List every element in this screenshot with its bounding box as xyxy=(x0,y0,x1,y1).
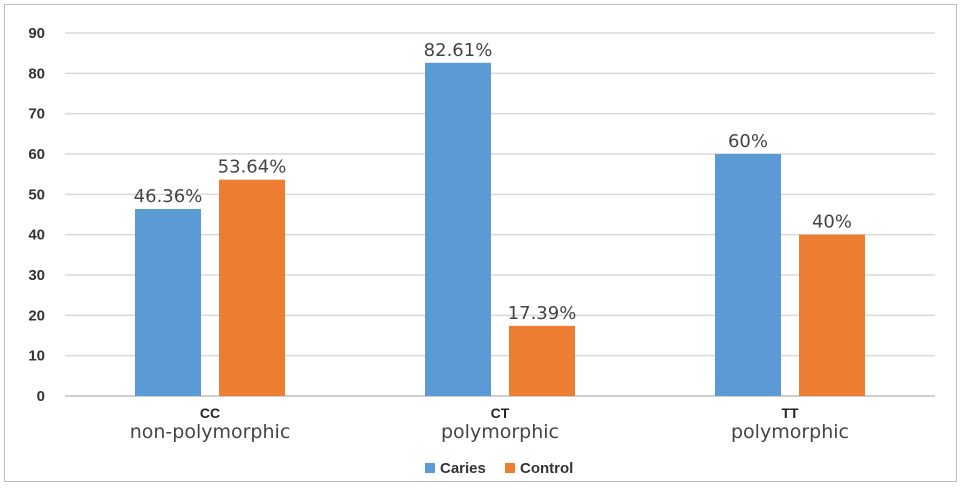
data-label-caries-tt: 60% xyxy=(728,131,768,152)
y-tick-label: 90 xyxy=(28,25,45,42)
bar-chart: 0 10 20 30 40 50 60 70 80 90 46.36% 53.64% 82.61% 17… xyxy=(28,25,935,477)
x-category-desc: polymorphic xyxy=(441,421,559,443)
y-tick-label: 70 xyxy=(28,106,45,123)
x-axis: CCnon-polymorphicCTpolymorphicTTpolymorp… xyxy=(130,405,849,443)
data-label-caries-cc: 46.36% xyxy=(134,186,203,207)
bar-control-ct xyxy=(509,325,575,396)
legend-swatch-control xyxy=(505,463,515,473)
gridlines xyxy=(65,32,935,397)
data-label-control-ct: 17.39% xyxy=(508,303,577,324)
bars xyxy=(135,62,865,396)
chart-frame: 0 10 20 30 40 50 60 70 80 90 46.36% 53.64% 82.61% 17… xyxy=(4,4,957,482)
y-axis: 0 10 20 30 40 50 60 70 80 90 xyxy=(28,25,45,405)
y-tick-label: 30 xyxy=(28,267,45,284)
data-label-control-cc: 53.64% xyxy=(218,157,287,178)
y-tick-label: 0 xyxy=(37,388,45,405)
y-tick-label: 50 xyxy=(28,186,45,203)
x-category-desc: polymorphic xyxy=(731,421,849,443)
legend: Caries Control xyxy=(425,460,573,477)
y-tick-label: 60 xyxy=(28,146,45,163)
legend-label-caries: Caries xyxy=(440,460,486,477)
x-category-desc: non-polymorphic xyxy=(130,421,291,443)
y-tick-label: 20 xyxy=(28,307,45,324)
bar-control-tt xyxy=(799,234,865,396)
x-category-code: CT xyxy=(491,405,510,421)
data-label-control-tt: 40% xyxy=(812,212,852,233)
x-category-code: TT xyxy=(781,405,799,421)
data-labels: 46.36% 53.64% 82.61% 17.39% 60% 40% xyxy=(134,40,852,324)
legend-label-control: Control xyxy=(520,460,573,477)
data-label-caries-ct: 82.61% xyxy=(424,40,493,61)
bar-caries-cc xyxy=(135,209,201,396)
x-category-code: CC xyxy=(200,405,220,421)
bar-control-cc xyxy=(219,179,285,396)
legend-swatch-caries xyxy=(425,463,435,473)
y-tick-label: 40 xyxy=(28,227,45,244)
y-tick-label: 10 xyxy=(28,348,45,365)
bar-caries-tt xyxy=(715,154,781,396)
bar-caries-ct xyxy=(425,62,491,396)
y-tick-label: 80 xyxy=(28,65,45,82)
